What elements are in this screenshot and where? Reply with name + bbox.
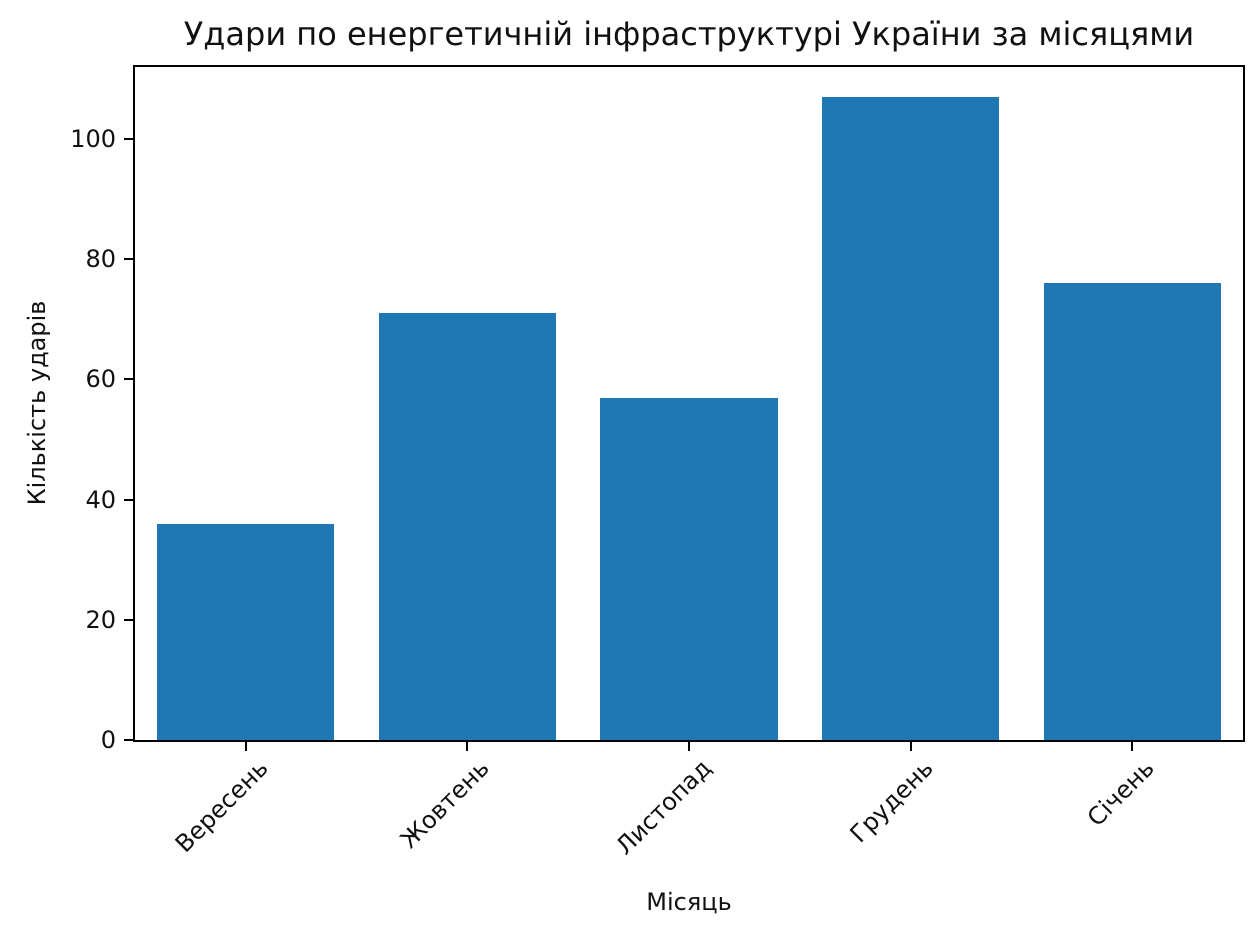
y-axis-tick <box>124 498 133 501</box>
x-axis-tick <box>909 742 912 751</box>
x-axis-tick <box>688 742 690 751</box>
bar <box>378 313 557 740</box>
y-axis-tick <box>124 258 133 261</box>
chart-title: Удари по енергетичній інфраструктурі Укр… <box>183 15 1195 53</box>
y-tick-label: 20 <box>85 605 116 634</box>
x-axis-tick <box>1131 742 1134 751</box>
x-tick-label: Вересень <box>169 754 274 858</box>
bar <box>821 97 1000 740</box>
y-axis-tick <box>124 138 133 141</box>
bar <box>1043 283 1221 740</box>
x-tick-label: Грудень <box>844 754 939 849</box>
x-axis-label: Місяць <box>646 888 732 916</box>
y-tick-label: 100 <box>70 125 116 154</box>
y-tick-label: 40 <box>85 485 116 514</box>
y-axis-tick <box>124 618 133 621</box>
x-axis-tick <box>244 742 247 751</box>
y-axis-label: Кількість ударів <box>23 300 51 506</box>
x-axis-tick <box>466 742 469 751</box>
y-tick-label: 60 <box>85 365 116 394</box>
y-tick-label: 0 <box>100 726 116 754</box>
bar <box>157 523 335 740</box>
y-axis-tick <box>124 739 133 741</box>
bar <box>600 397 778 740</box>
y-tick-label: 80 <box>85 245 116 274</box>
x-tick-label: Жовтень <box>395 754 496 854</box>
plot-area <box>133 65 1245 742</box>
x-tick-label: Листопад <box>610 754 717 861</box>
x-tick-label: Січень <box>1082 754 1160 832</box>
y-axis-tick <box>124 378 133 381</box>
